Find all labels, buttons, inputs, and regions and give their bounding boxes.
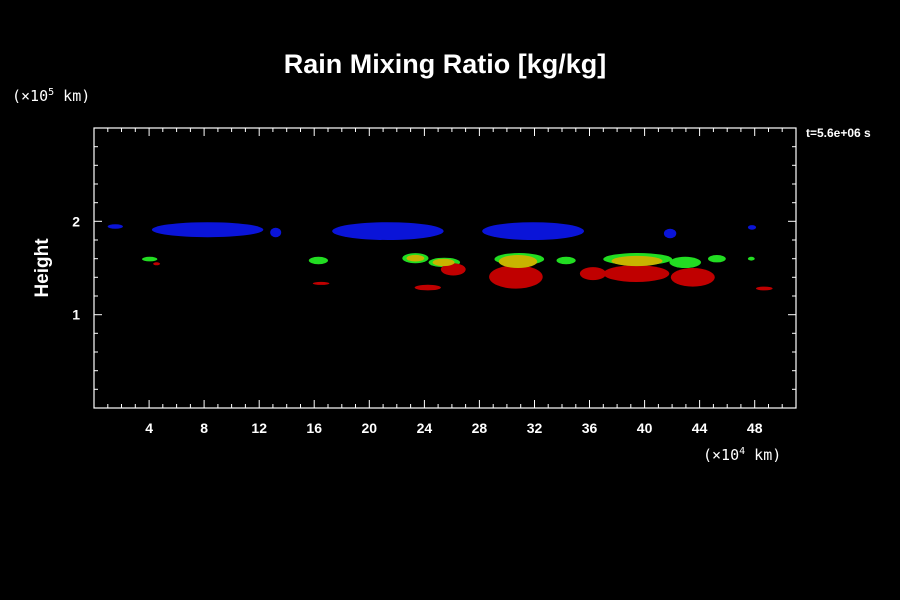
blue-rain-region	[747, 225, 757, 230]
red-rain-region	[312, 281, 330, 285]
x-tick-label: 20	[362, 420, 378, 436]
y-unit-prefix: (×10	[12, 87, 48, 105]
red-rain-region	[153, 262, 161, 266]
y-unit-exponent: 5	[48, 87, 54, 98]
y-tick-label: 1	[72, 307, 80, 323]
blue-rain-region	[482, 222, 584, 241]
y-tick-label: 2	[72, 213, 80, 229]
green-rain-region	[708, 255, 726, 263]
x-unit-label: (×104 km)	[703, 446, 781, 464]
blue-rain-region	[332, 222, 444, 241]
x-unit-prefix: (×10	[703, 446, 739, 464]
yellow-rain-region	[498, 255, 538, 268]
x-tick-label: 28	[472, 420, 488, 436]
red-rain-region	[603, 265, 670, 282]
blue-rain-region	[663, 228, 677, 239]
x-tick-label: 16	[306, 420, 322, 436]
green-rain-region	[747, 256, 755, 261]
green-rain-region	[556, 256, 576, 265]
x-tick-label: 48	[747, 420, 763, 436]
yellow-rain-region	[611, 255, 663, 267]
yellow-rain-region	[432, 258, 455, 267]
red-rain-region	[489, 265, 543, 289]
x-unit-exponent: 4	[739, 446, 745, 457]
red-rain-region	[579, 267, 607, 281]
y-unit-suffix: km)	[54, 87, 90, 105]
chart-title: Rain Mixing Ratio [kg/kg]	[284, 49, 607, 79]
red-rain-region	[414, 284, 441, 291]
green-rain-region	[669, 256, 701, 268]
blue-rain-region	[107, 224, 123, 229]
yellow-rain-region	[406, 254, 425, 262]
red-rain-region	[440, 263, 466, 276]
plot-area	[107, 222, 773, 291]
y-unit-label: (×105 km)	[12, 87, 90, 105]
x-tick-label: 24	[417, 420, 433, 436]
plot-frame	[93, 127, 797, 409]
x-unit-suffix: km)	[745, 446, 781, 464]
green-rain-region	[308, 256, 328, 265]
blue-rain-region	[270, 227, 282, 238]
x-tick-label: 32	[527, 420, 543, 436]
time-label: t=5.6e+06 s	[806, 126, 871, 140]
x-tick-label: 8	[200, 420, 208, 436]
x-tick-label: 44	[692, 420, 708, 436]
x-tick-label: 40	[637, 420, 653, 436]
y-axis-title: Height	[32, 238, 53, 298]
green-rain-region	[142, 256, 158, 262]
blue-rain-region	[151, 222, 264, 238]
x-tick-label: 4	[145, 420, 153, 436]
red-rain-region	[756, 286, 773, 291]
red-rain-region	[670, 268, 715, 287]
x-tick-label: 36	[582, 420, 598, 436]
x-tick-label: 12	[251, 420, 267, 436]
